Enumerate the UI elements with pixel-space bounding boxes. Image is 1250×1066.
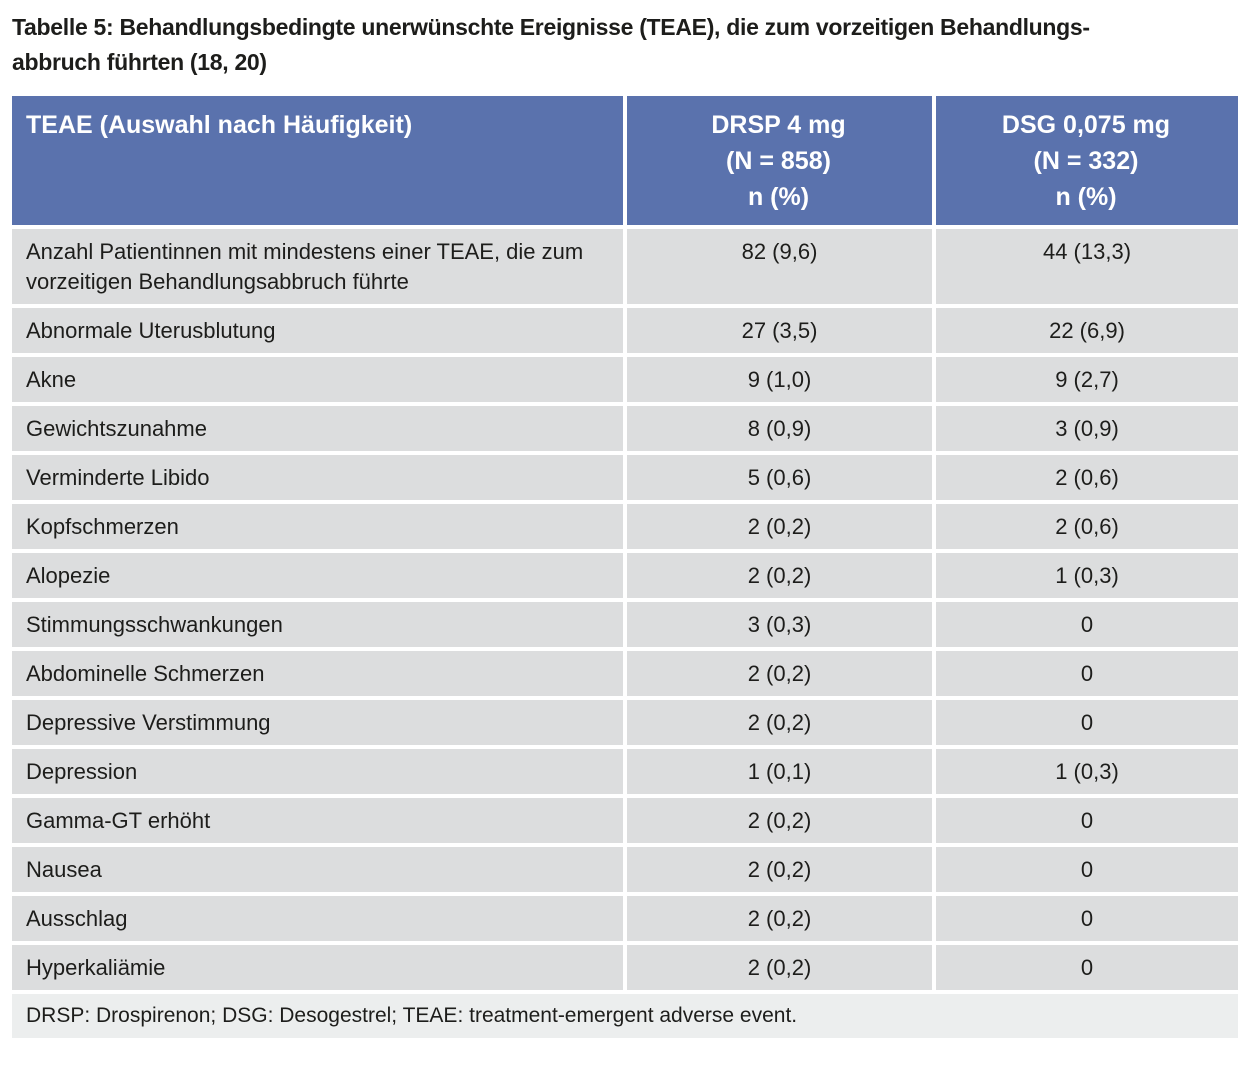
- teae-row-drsp-value: 2 (0,2): [627, 553, 932, 598]
- teae-row-label: Abnormale Uterusblutung: [12, 308, 623, 353]
- column-header-dsg: DSG 0,075 mg (N = 332) n (%): [936, 96, 1238, 225]
- teae-row-drsp-value: 9 (1,0): [627, 357, 932, 402]
- teae-row-label: Gamma-GT erhöht: [12, 798, 623, 843]
- teae-row-drsp-value: 2 (0,2): [627, 504, 932, 549]
- table-caption: Tabelle 5: Behandlungsbedingte unerwünsc…: [12, 10, 1238, 80]
- teae-row-drsp-value: 2 (0,2): [627, 896, 932, 941]
- teae-row-label: Abdominelle Schmerzen: [12, 651, 623, 696]
- column-header-dsg-line3: n (%): [1055, 183, 1117, 211]
- teae-row-label: Hyperkaliämie: [12, 945, 623, 990]
- teae-row-drsp-value: 82 (9,6): [627, 229, 932, 304]
- teae-row-drsp-value: 5 (0,6): [627, 455, 932, 500]
- teae-row-dsg-value: 0: [936, 651, 1238, 696]
- teae-row-drsp-value: 2 (0,2): [627, 798, 932, 843]
- teae-row-label: Ausschlag: [12, 896, 623, 941]
- teae-row-dsg-value: 1 (0,3): [936, 749, 1238, 794]
- column-header-dsg-line1: DSG 0,075 mg: [1001, 111, 1171, 139]
- teae-row-drsp-value: 1 (0,1): [627, 749, 932, 794]
- teae-row-dsg-value: 0: [936, 798, 1238, 843]
- teae-row-dsg-value: 0: [936, 700, 1238, 745]
- column-header-dsg-line2: (N = 332): [1033, 147, 1139, 175]
- table-caption-line1: Tabelle 5: Behandlungsbedingte unerwünsc…: [12, 14, 1090, 40]
- teae-row-dsg-value: 9 (2,7): [936, 357, 1238, 402]
- teae-row-label: Kopfschmerzen: [12, 504, 623, 549]
- teae-row-label: Stimmungsschwankungen: [12, 602, 623, 647]
- teae-row-drsp-value: 2 (0,2): [627, 847, 932, 892]
- teae-row-label: Depressive Verstimmung: [12, 700, 623, 745]
- teae-row-label: Alopezie: [12, 553, 623, 598]
- column-header-drsp-line3: n (%): [747, 183, 810, 211]
- teae-row-label: Nausea: [12, 847, 623, 892]
- teae-row-dsg-value: 44 (13,3): [936, 229, 1238, 304]
- table-caption-line2: abbruch führten (18, 20): [12, 49, 267, 75]
- teae-row-drsp-value: 2 (0,2): [627, 945, 932, 990]
- teae-row-label: Akne: [12, 357, 623, 402]
- teae-table: TEAE (Auswahl nach Häufigkeit) DRSP 4 mg…: [12, 96, 1238, 1038]
- teae-row-drsp-value: 2 (0,2): [627, 651, 932, 696]
- column-header-drsp: DRSP 4 mg (N = 858) n (%): [627, 96, 932, 225]
- column-header-drsp-line2: (N = 858): [726, 147, 831, 175]
- column-header-teae: TEAE (Auswahl nach Häufigkeit): [12, 96, 623, 225]
- teae-row-drsp-value: 3 (0,3): [627, 602, 932, 647]
- teae-row-dsg-value: 2 (0,6): [936, 504, 1238, 549]
- teae-row-dsg-value: 0: [936, 847, 1238, 892]
- teae-row-label: Gewichtszunahme: [12, 406, 623, 451]
- teae-row-drsp-value: 27 (3,5): [627, 308, 932, 353]
- teae-row-dsg-value: 0: [936, 602, 1238, 647]
- teae-row-drsp-value: 2 (0,2): [627, 700, 932, 745]
- teae-row-dsg-value: 3 (0,9): [936, 406, 1238, 451]
- teae-row-label: Verminderte Libido: [12, 455, 623, 500]
- teae-row-dsg-value: 0: [936, 945, 1238, 990]
- table-footnote: DRSP: Drospirenon; DSG: Desogestrel; TEA…: [12, 994, 1238, 1038]
- teae-row-dsg-value: 1 (0,3): [936, 553, 1238, 598]
- teae-row-drsp-value: 8 (0,9): [627, 406, 932, 451]
- column-header-drsp-line1: DRSP 4 mg: [711, 111, 846, 139]
- teae-row-label: Anzahl Patientinnen mit mindestens einer…: [12, 229, 623, 304]
- teae-row-dsg-value: 22 (6,9): [936, 308, 1238, 353]
- teae-row-label: Depression: [12, 749, 623, 794]
- teae-row-dsg-value: 0: [936, 896, 1238, 941]
- teae-row-dsg-value: 2 (0,6): [936, 455, 1238, 500]
